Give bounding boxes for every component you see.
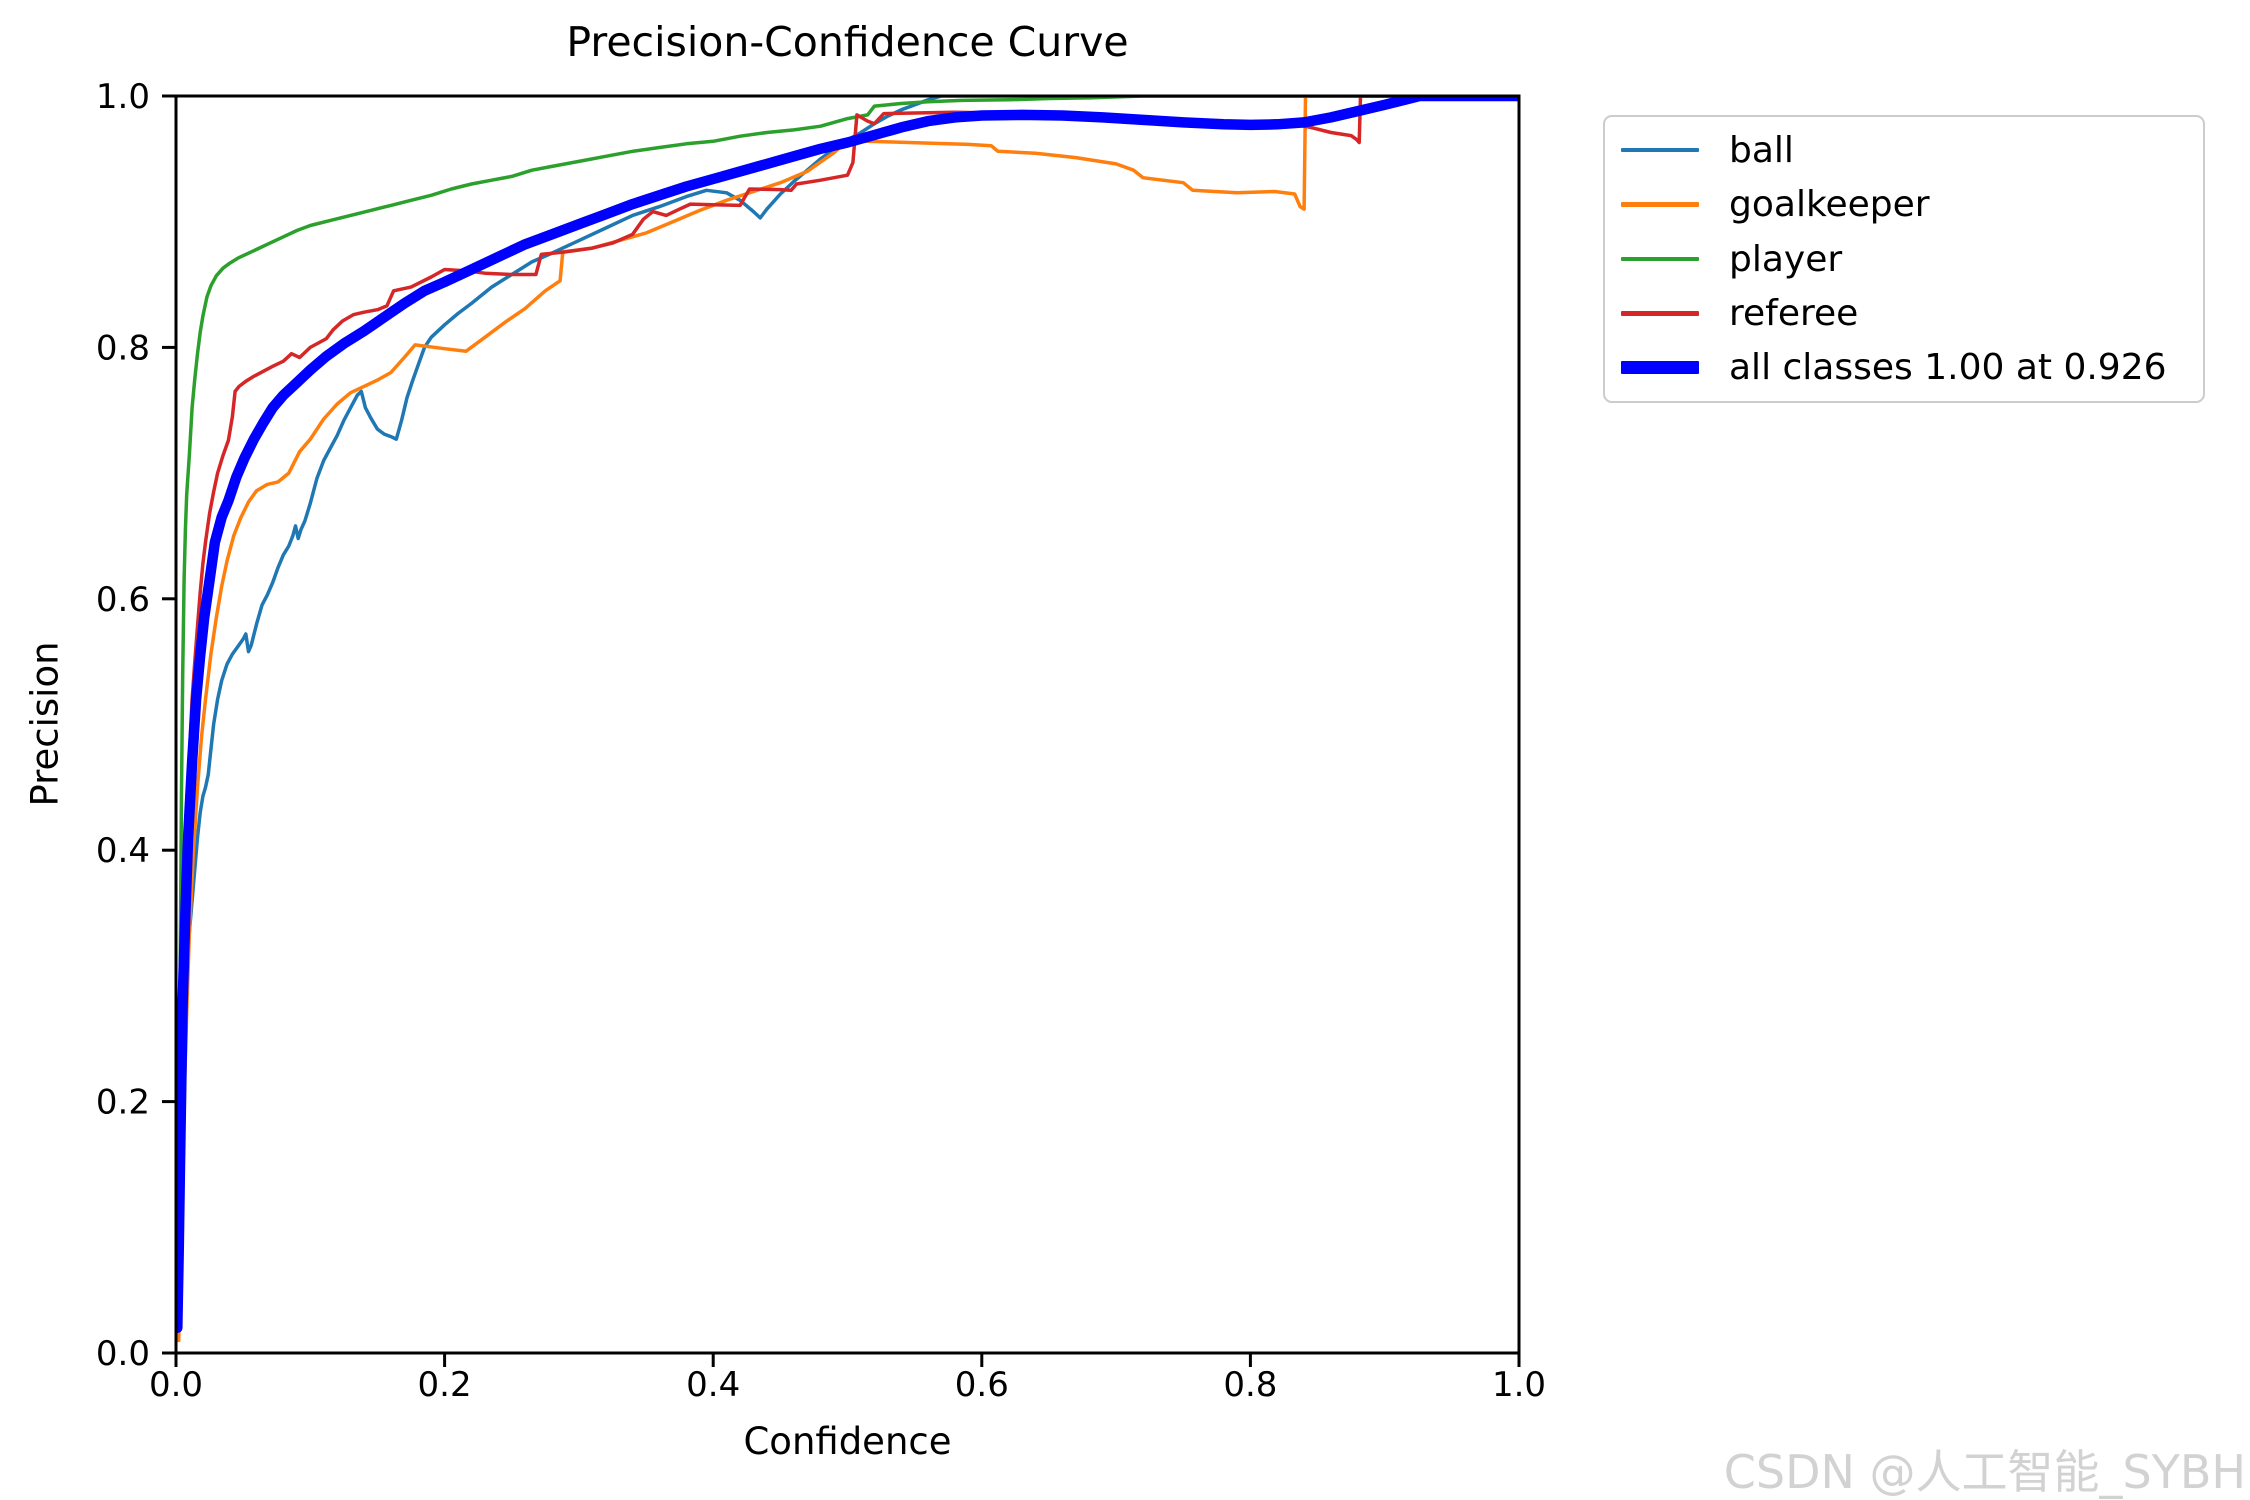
curve-referee xyxy=(176,96,1519,1330)
y-tick-label: 0.4 xyxy=(96,831,150,871)
x-tick-label: 0.0 xyxy=(149,1365,203,1405)
legend-item-ball: ball xyxy=(1605,123,2203,177)
curve-goalkeeper xyxy=(176,96,1519,1343)
watermark: CSDN @人工智能_SYBH xyxy=(1723,1445,2246,1499)
legend: ball goalkeeper player referee all classes 1… xyxy=(1603,115,2205,403)
legend-line-swatch xyxy=(1621,311,1699,316)
axes-group: 0.0 0.2 0.4 0.6 0.8 1.0 0.0 0.2 0.4 0.6 0.8 1.0 xyxy=(96,77,1546,1405)
y-tick-label: 0.8 xyxy=(96,328,150,368)
x-tick-label: 0.6 xyxy=(955,1365,1009,1405)
y-axis-label: Precision xyxy=(23,641,67,807)
legend-item-all: all classes 1.00 at 0.926 xyxy=(1605,341,2203,395)
curves-group xyxy=(176,96,1519,1343)
x-tick-label: 0.2 xyxy=(418,1365,472,1405)
legend-item-goalkeeper: goalkeeper xyxy=(1605,177,2203,231)
legend-line-swatch xyxy=(1621,256,1699,262)
legend-label: all classes 1.00 at 0.926 xyxy=(1729,347,2167,389)
x-tick-label: 0.4 xyxy=(686,1365,740,1405)
legend-line-swatch xyxy=(1621,202,1699,207)
chart-title: Precision-Confidence Curve xyxy=(566,18,1129,66)
curve-all-classes xyxy=(176,96,1519,1334)
y-tick-label: 0.2 xyxy=(96,1083,150,1123)
legend-item-player: player xyxy=(1605,232,2203,286)
y-tick-label: 0.6 xyxy=(96,580,150,620)
legend-label: goalkeeper xyxy=(1729,184,1930,226)
y-tick-label: 0.0 xyxy=(96,1334,150,1374)
curve-player xyxy=(176,96,1519,1292)
y-tick-label: 1.0 xyxy=(96,77,150,117)
legend-label: player xyxy=(1729,238,1843,280)
legend-label: referee xyxy=(1729,292,1859,334)
x-axis-label: Confidence xyxy=(743,1420,952,1463)
curve-ball xyxy=(176,96,1519,1330)
plot-frame xyxy=(174,94,1521,1355)
x-tick-label: 1.0 xyxy=(1492,1365,1546,1405)
legend-label: ball xyxy=(1729,129,1794,171)
x-tick-label: 0.8 xyxy=(1223,1365,1277,1405)
legend-line-swatch xyxy=(1621,361,1699,375)
legend-line-swatch xyxy=(1621,147,1699,153)
legend-item-referee: referee xyxy=(1605,286,2203,340)
